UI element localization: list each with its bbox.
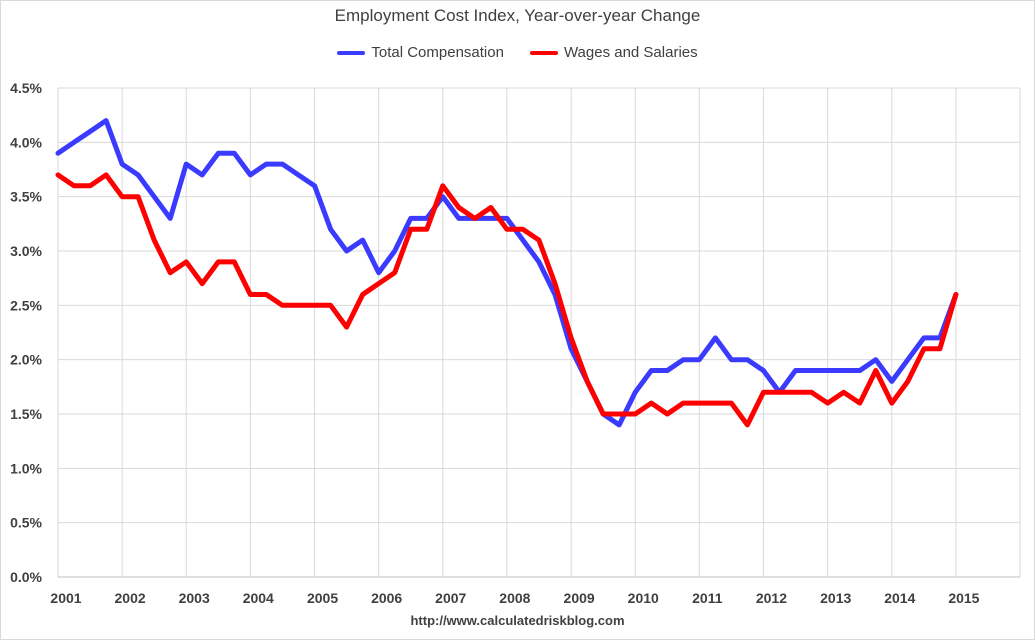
y-tick-label: 2.0% xyxy=(10,352,42,368)
legend-item-total-compensation: Total Compensation xyxy=(337,44,504,61)
legend-item-wages-and-salaries: Wages and Salaries xyxy=(529,44,698,61)
y-tick-label: 3.5% xyxy=(10,189,42,205)
source-url: http://www.calculatedriskblog.com xyxy=(410,613,625,628)
grid-layer xyxy=(57,87,1021,578)
y-tick-label: 4.5% xyxy=(10,80,42,96)
x-tick-label: 2005 xyxy=(307,590,338,606)
y-tick-label: 1.0% xyxy=(10,460,42,476)
y-tick-label: 0.0% xyxy=(10,569,42,585)
legend-swatch-total-compensation xyxy=(337,50,366,55)
x-tick-label: 2001 xyxy=(50,590,81,606)
series-line-total-compensation xyxy=(55,118,959,428)
series-layer xyxy=(55,118,959,428)
chart-legend: Total Compensation Wages and Salaries xyxy=(0,44,1035,61)
y-tick-label: 1.5% xyxy=(10,406,42,422)
y-tick-label: 3.0% xyxy=(10,243,42,259)
x-tick-label: 2010 xyxy=(628,590,659,606)
x-tick-label: 2014 xyxy=(884,590,915,606)
legend-label-wages-and-salaries: Wages and Salaries xyxy=(563,44,698,61)
x-tick-label: 2012 xyxy=(756,590,787,606)
x-tick-label: 2003 xyxy=(179,590,210,606)
y-tick-label: 0.5% xyxy=(10,515,42,531)
x-tick-label: 2006 xyxy=(371,590,402,606)
y-tick-label: 4.0% xyxy=(10,134,42,150)
x-tick-label: 2004 xyxy=(243,590,274,606)
x-tick-label: 2002 xyxy=(115,590,146,606)
series-line-wages-and-salaries xyxy=(55,172,959,428)
legend-swatch-wages-and-salaries xyxy=(529,50,558,55)
legend-label-total-compensation: Total Compensation xyxy=(371,44,504,61)
x-tick-label: 2008 xyxy=(499,590,530,606)
x-tick-label: 2011 xyxy=(692,590,723,606)
x-tick-label: 2009 xyxy=(564,590,595,606)
y-tick-label: 2.5% xyxy=(10,297,42,313)
x-tick-label: 2015 xyxy=(948,590,979,606)
tick-label-layer: 0.0% 0.5% 1.0% 1.5% 2.0% 2.5% 3.0% 3.5% 4.0% 4.5%… xyxy=(10,80,980,606)
x-tick-label: 2007 xyxy=(435,590,466,606)
chart-title: Employment Cost Index, Year-over-year Ch… xyxy=(334,6,701,25)
x-tick-label: 2013 xyxy=(820,590,851,606)
